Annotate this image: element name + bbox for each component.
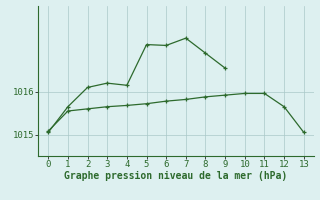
X-axis label: Graphe pression niveau de la mer (hPa): Graphe pression niveau de la mer (hPa) [64, 171, 288, 181]
